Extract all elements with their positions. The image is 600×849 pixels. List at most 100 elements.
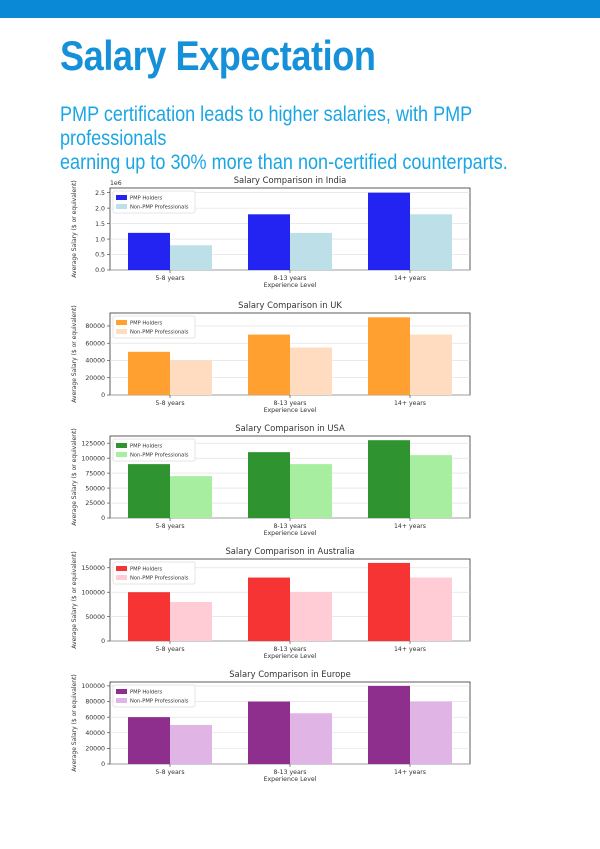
- bar-pmp: [128, 592, 170, 641]
- chart-usa: 0 25000 50000 75000 100000 125000 5-8 years 8-1…: [71, 423, 471, 537]
- legend-box: [112, 315, 196, 339]
- legend: PMP Holders Non-PMP Professionals: [112, 684, 196, 708]
- bar-non-pmp: [410, 214, 452, 270]
- x-tick-label: 5-8 years: [155, 275, 184, 282]
- bar-non-pmp: [170, 360, 212, 395]
- bar-pmp: [128, 232, 170, 270]
- y-tick-label: 20000: [85, 746, 105, 753]
- y-tick-label: 2.5: [95, 190, 105, 197]
- legend-label: PMP Holders: [130, 444, 163, 450]
- y-tick-label: 60000: [85, 714, 105, 721]
- bar-non-pmp: [170, 245, 212, 270]
- legend-label: Non-PMP Professionals: [130, 330, 189, 336]
- y-offset-label: 1e6: [110, 180, 122, 187]
- y-axis-label: Average Salary ($ or equivalent): [71, 305, 78, 402]
- y-tick-label: 80000: [85, 323, 105, 330]
- bar-pmp: [368, 317, 410, 395]
- bar-non-pmp: [290, 232, 332, 270]
- legend-label: Non-PMP Professionals: [130, 205, 189, 211]
- y-tick-label: 50000: [85, 485, 105, 492]
- y-tick-label: 150000: [81, 565, 105, 572]
- y-tick-label: 80000: [85, 699, 105, 706]
- y-axis-label: Average Salary ($ or equivalent): [71, 180, 78, 277]
- x-tick-label: 8-13 years: [273, 769, 306, 776]
- chart-uk: 0 20000 40000 60000 80000 5-8 years 8-13 years…: [71, 300, 471, 414]
- bar-pmp: [368, 192, 410, 270]
- legend-box: [112, 190, 196, 214]
- x-tick-label: 14+ years: [394, 523, 426, 530]
- y-axis-label: Average Salary ($ or equivalent): [71, 674, 78, 771]
- chart-europe: 0 20000 40000 60000 80000 100000 5-8 years 8-13…: [71, 669, 471, 783]
- legend-swatch: [116, 566, 127, 571]
- legend-label: PMP Holders: [130, 321, 163, 327]
- legend-label: Non-PMP Professionals: [130, 576, 189, 582]
- legend-box: [112, 561, 196, 585]
- x-tick-label: 8-13 years: [273, 275, 306, 282]
- bar-non-pmp: [410, 577, 452, 641]
- bar-non-pmp: [290, 592, 332, 641]
- y-tick-label: 40000: [85, 730, 105, 737]
- legend: PMP Holders Non-PMP Professionals: [112, 438, 196, 462]
- legend-label: PMP Holders: [130, 690, 163, 696]
- chart-india: 0.0 0.5 1.0 1.5 2.0 2.5 1e6 5-8 years 8-13 years…: [71, 175, 471, 289]
- y-tick-label: 0: [101, 761, 105, 768]
- y-tick-label: 0: [101, 638, 105, 645]
- legend-label: Non-PMP Professionals: [130, 699, 189, 705]
- chart-title: Salary Comparison in Europe: [229, 669, 351, 679]
- y-tick-label: 40000: [85, 358, 105, 365]
- legend-swatch: [116, 195, 127, 200]
- chart-title: Salary Comparison in UK: [238, 300, 342, 310]
- legend-swatch: [116, 320, 127, 325]
- y-tick-label: 125000: [81, 440, 105, 447]
- y-tick-label: 2.0: [95, 205, 105, 212]
- bar-pmp: [128, 351, 170, 395]
- y-tick-label: 0: [101, 392, 105, 399]
- bar-non-pmp: [290, 713, 332, 764]
- y-tick-label: 100000: [81, 683, 105, 690]
- bar-pmp: [248, 214, 290, 270]
- bar-pmp: [128, 464, 170, 518]
- legend-label: Non-PMP Professionals: [130, 453, 189, 459]
- legend-swatch: [116, 575, 127, 580]
- chart-title: Salary Comparison in India: [234, 175, 347, 185]
- legend-box: [112, 438, 196, 462]
- x-tick-label: 5-8 years: [155, 400, 184, 407]
- bar-non-pmp: [170, 724, 212, 764]
- bar-non-pmp: [170, 476, 212, 518]
- y-tick-label: 0.0: [95, 267, 105, 274]
- bar-non-pmp: [170, 601, 212, 641]
- bar-pmp: [128, 717, 170, 764]
- y-axis-label: Average Salary ($ or equivalent): [71, 551, 78, 648]
- x-tick-label: 8-13 years: [273, 400, 306, 407]
- y-tick-label: 1.0: [95, 236, 105, 243]
- subtitle-line-2: earning up to 30% more than non-certifie…: [60, 151, 508, 174]
- legend-label: PMP Holders: [130, 196, 163, 202]
- x-axis-label: Experience Level: [264, 282, 317, 289]
- y-tick-label: 0: [101, 515, 105, 522]
- bar-pmp: [248, 701, 290, 764]
- x-tick-label: 14+ years: [394, 769, 426, 776]
- legend-swatch: [116, 452, 127, 457]
- chart-australia: 0 50000 100000 150000 5-8 years 8-13 years 14+…: [71, 546, 471, 660]
- x-tick-label: 14+ years: [394, 275, 426, 282]
- y-tick-label: 100000: [81, 455, 105, 462]
- legend: PMP Holders Non-PMP Professionals: [112, 561, 196, 585]
- subtitle-line-1: PMP certification leads to higher salari…: [60, 103, 472, 150]
- bar-non-pmp: [410, 455, 452, 518]
- legend: PMP Holders Non-PMP Professionals: [112, 190, 196, 214]
- bar-pmp: [248, 577, 290, 641]
- x-tick-label: 14+ years: [394, 646, 426, 653]
- x-axis-label: Experience Level: [264, 407, 317, 414]
- x-axis-label: Experience Level: [264, 653, 317, 660]
- legend-label: PMP Holders: [130, 567, 163, 573]
- bar-non-pmp: [290, 464, 332, 518]
- y-tick-label: 0.5: [95, 252, 105, 259]
- y-tick-label: 100000: [81, 589, 105, 596]
- bar-pmp: [368, 440, 410, 518]
- x-tick-label: 8-13 years: [273, 646, 306, 653]
- x-axis-label: Experience Level: [264, 776, 317, 783]
- bar-non-pmp: [410, 701, 452, 764]
- chart-title: Salary Comparison in Australia: [225, 546, 354, 556]
- x-tick-label: 5-8 years: [155, 769, 184, 776]
- x-tick-label: 8-13 years: [273, 523, 306, 530]
